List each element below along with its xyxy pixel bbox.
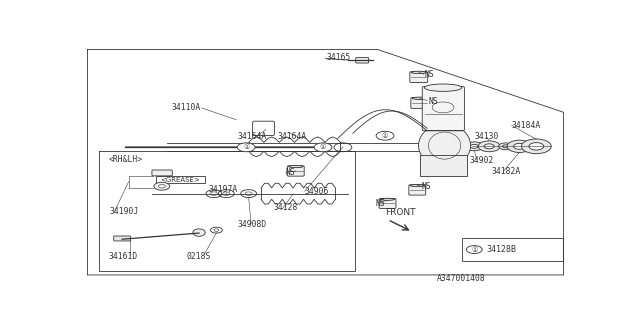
Text: 34165: 34165 (326, 53, 351, 62)
Circle shape (484, 144, 494, 149)
Text: NS: NS (286, 168, 296, 177)
Ellipse shape (289, 165, 303, 168)
Circle shape (522, 139, 551, 154)
Text: 34184A: 34184A (511, 121, 541, 130)
FancyBboxPatch shape (156, 176, 205, 183)
Text: 34908D: 34908D (237, 220, 267, 229)
Circle shape (470, 144, 478, 148)
Text: 34110A: 34110A (172, 103, 201, 112)
Text: A347001408: A347001408 (437, 274, 486, 283)
Text: 34182A: 34182A (492, 167, 521, 176)
Text: 34164A: 34164A (277, 132, 307, 141)
FancyBboxPatch shape (463, 238, 563, 261)
Text: 34128B: 34128B (487, 245, 516, 254)
Text: 34190J: 34190J (110, 207, 139, 216)
Ellipse shape (419, 124, 470, 167)
FancyBboxPatch shape (410, 72, 428, 83)
Text: NS: NS (375, 199, 385, 208)
FancyBboxPatch shape (422, 86, 465, 131)
FancyBboxPatch shape (409, 185, 426, 195)
Circle shape (314, 143, 332, 152)
Circle shape (154, 182, 170, 190)
Ellipse shape (381, 198, 394, 200)
Ellipse shape (193, 229, 205, 236)
Circle shape (465, 142, 483, 151)
Text: ①: ① (243, 144, 250, 150)
Text: 34164A: 34164A (237, 132, 267, 141)
Text: ①: ① (382, 133, 388, 139)
Circle shape (237, 143, 255, 152)
Circle shape (513, 143, 525, 149)
Text: 34902: 34902 (469, 156, 493, 165)
FancyBboxPatch shape (114, 236, 131, 241)
FancyBboxPatch shape (379, 198, 396, 208)
FancyBboxPatch shape (152, 170, 172, 176)
FancyBboxPatch shape (287, 166, 304, 176)
Text: ①: ① (471, 247, 477, 252)
Text: 34161D: 34161D (108, 252, 138, 261)
Ellipse shape (412, 71, 426, 74)
FancyBboxPatch shape (356, 58, 369, 63)
FancyBboxPatch shape (411, 98, 429, 108)
Circle shape (478, 141, 500, 152)
Circle shape (507, 140, 532, 153)
Text: FRONT: FRONT (385, 208, 415, 217)
Text: <GREASE>: <GREASE> (160, 177, 200, 183)
Circle shape (467, 246, 483, 253)
Text: ①: ① (320, 144, 326, 150)
Text: 34128: 34128 (273, 204, 298, 212)
Text: NS: NS (425, 70, 435, 79)
Text: 0218S: 0218S (187, 252, 211, 261)
Ellipse shape (410, 184, 424, 187)
FancyBboxPatch shape (420, 156, 467, 176)
Text: <RH&LH>: <RH&LH> (109, 155, 143, 164)
Circle shape (529, 143, 544, 150)
Circle shape (376, 131, 394, 140)
Text: 34197A: 34197A (209, 185, 238, 195)
Text: 34906: 34906 (305, 187, 329, 196)
Text: 34130: 34130 (474, 132, 499, 141)
Ellipse shape (412, 97, 428, 100)
Circle shape (502, 145, 509, 148)
Text: NS: NS (421, 182, 431, 191)
Circle shape (499, 143, 513, 150)
Text: NS: NS (429, 97, 438, 106)
Ellipse shape (424, 84, 461, 92)
